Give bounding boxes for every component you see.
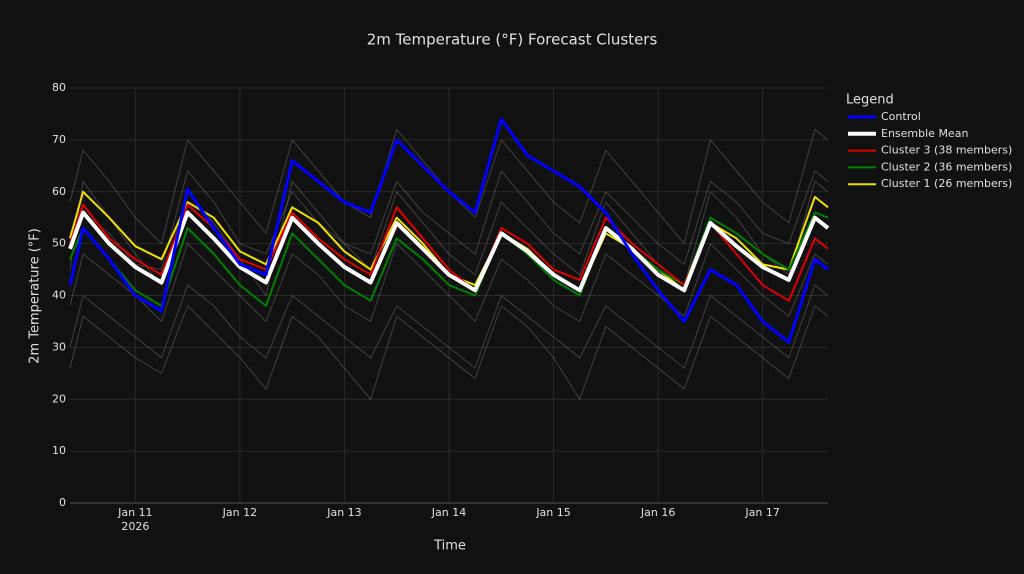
y-tick-label: 30: [52, 340, 66, 353]
y-tick-label: 20: [52, 392, 66, 405]
x-tick-label: Jan 14: [431, 506, 466, 519]
legend-label: Cluster 1 (26 members): [881, 177, 1012, 190]
legend-label: Cluster 2 (36 members): [881, 160, 1012, 173]
x-tick-label: Jan 13: [326, 506, 361, 519]
series-line: [68, 210, 830, 293]
legend-title: Legend: [846, 93, 894, 108]
x-tick-label: Jan 12: [222, 506, 257, 519]
x-tick-label: Jan 15: [535, 506, 570, 519]
x-tick-year: 2026: [121, 520, 149, 533]
y-tick-label: 40: [52, 289, 66, 302]
x-tick-label: Jan 17: [744, 506, 779, 519]
x-axis-label: Time: [433, 539, 466, 554]
y-tick-label: 50: [52, 237, 66, 250]
member-line: [69, 169, 829, 271]
chart-title: 2m Temperature (°F) Forecast Clusters: [367, 31, 658, 49]
y-tick-label: 60: [52, 185, 66, 198]
y-tick-label: 70: [52, 133, 66, 146]
series-line: [68, 117, 829, 344]
x-tick-label: Jan 16: [640, 506, 675, 519]
member-line: [69, 284, 829, 369]
legend-label: Control: [881, 110, 921, 123]
y-tick-label: 80: [52, 81, 66, 94]
member-line: [69, 305, 829, 401]
member-line: [69, 242, 829, 323]
y-axis-label: 2m Temperature (°F): [28, 228, 43, 364]
legend-label: Ensemble Mean: [881, 127, 968, 140]
y-tick-label: 10: [52, 444, 66, 457]
x-tick-label: Jan 11: [117, 506, 152, 519]
legend-label: Cluster 3 (38 members): [881, 144, 1012, 157]
y-tick-label: 0: [59, 496, 66, 509]
series-line: [69, 211, 829, 307]
